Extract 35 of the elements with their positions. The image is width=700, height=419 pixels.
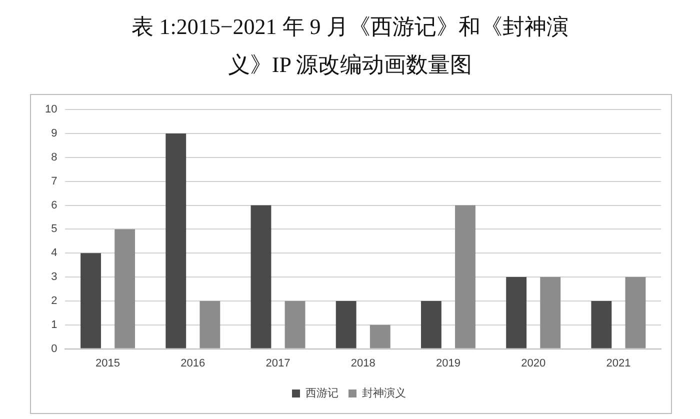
x-tick-label: 2021 <box>606 357 631 370</box>
bar <box>166 134 186 348</box>
y-tick-label: 7 <box>51 175 58 188</box>
bar <box>284 300 306 348</box>
chart-title: 表 1:2015−2021 年 9 月《西游记》和《封神演义》IP 源改编动画数量图 <box>130 13 570 79</box>
x-tick-label: 2016 <box>180 357 206 370</box>
legend-label: 西游记 <box>306 388 338 400</box>
y-tick-label: 6 <box>51 199 58 212</box>
y-tick-label: 9 <box>51 128 58 140</box>
bar <box>114 229 136 348</box>
bar <box>80 253 101 348</box>
bar <box>370 324 390 348</box>
y-tick-label: 10 <box>44 104 58 116</box>
bar <box>625 277 646 348</box>
y-tick-label: 4 <box>51 247 58 260</box>
bar <box>420 300 442 348</box>
bar <box>200 300 220 348</box>
x-tick-label: 2020 <box>521 357 546 370</box>
x-tick-label: 2017 <box>266 357 290 370</box>
bar <box>540 277 561 348</box>
x-tick-label: 2019 <box>436 357 460 370</box>
x-tick-label: 2015 <box>96 357 120 370</box>
y-tick-label: 5 <box>51 223 58 236</box>
bar <box>250 205 272 348</box>
bar <box>455 205 476 348</box>
legend-label: 封神演义 <box>362 386 406 400</box>
y-tick-label: 8 <box>51 151 58 164</box>
y-tick-label: 3 <box>51 271 58 284</box>
bar <box>336 300 356 348</box>
y-tick-label: 1 <box>51 318 58 331</box>
x-tick-label: 2018 <box>350 357 376 370</box>
bar <box>506 277 527 348</box>
y-tick-label: 2 <box>51 294 58 307</box>
y-tick-label: 0 <box>51 342 58 355</box>
bar <box>591 300 612 348</box>
